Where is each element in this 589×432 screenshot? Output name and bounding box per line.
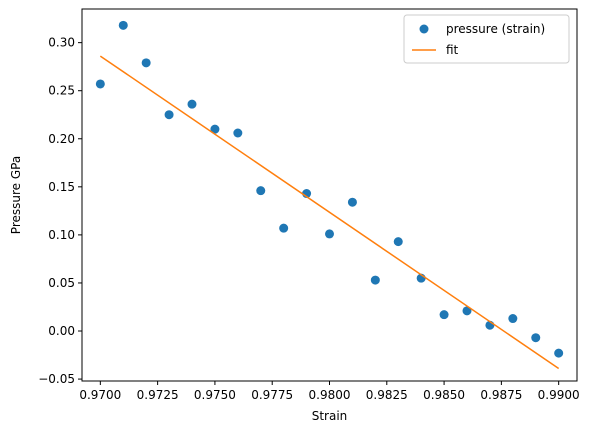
legend-marker-pressure xyxy=(419,24,429,34)
y-tick-label: 0.10 xyxy=(48,228,75,242)
data-point xyxy=(256,186,266,196)
legend-label-fit: fit xyxy=(446,43,459,57)
data-point xyxy=(95,79,105,89)
x-tick-label: 0.9725 xyxy=(137,388,179,402)
fit-line xyxy=(99,55,560,370)
data-point xyxy=(393,237,403,247)
y-tick-label: 0.05 xyxy=(48,276,75,290)
axis-ticks: 0.9700 0.9725 0.9750 0.9775 0.9800 0.9825 0.98… xyxy=(38,36,579,402)
x-tick-label: 0.9800 xyxy=(309,388,351,402)
x-tick-label: 0.9775 xyxy=(251,388,293,402)
data-point xyxy=(210,124,220,134)
y-tick-label: 0.20 xyxy=(48,132,75,146)
data-point xyxy=(439,310,449,320)
y-tick-label: −0.05 xyxy=(38,372,75,386)
x-tick-label: 0.9750 xyxy=(194,388,236,402)
legend-box xyxy=(403,14,570,64)
data-point xyxy=(347,197,357,207)
legend: pressure (strain) fit xyxy=(403,14,570,64)
x-tick-label: 0.9900 xyxy=(538,388,580,402)
data-point xyxy=(325,229,334,239)
y-axis-label: Pressure GPa xyxy=(9,156,23,234)
data-point xyxy=(279,223,289,233)
data-point xyxy=(164,110,174,120)
x-tick-label: 0.9850 xyxy=(423,388,465,402)
x-tick-label: 0.9700 xyxy=(79,388,121,402)
x-tick-label: 0.9875 xyxy=(480,388,522,402)
data-point xyxy=(462,306,472,316)
data-point xyxy=(531,333,541,343)
y-tick-label: 0.30 xyxy=(48,36,75,50)
x-axis-label: Strain xyxy=(312,409,348,423)
data-point xyxy=(233,128,243,138)
y-tick-label: 0.25 xyxy=(48,84,75,98)
data-point xyxy=(141,58,151,68)
legend-label-pressure: pressure (strain) xyxy=(446,22,545,36)
y-tick-label: 0.00 xyxy=(48,324,75,338)
y-tick-label: 0.15 xyxy=(48,180,75,194)
data-point xyxy=(187,99,197,109)
data-point xyxy=(118,20,128,30)
data-point xyxy=(554,348,564,358)
data-point xyxy=(370,275,380,285)
data-point xyxy=(508,314,518,324)
x-tick-label: 0.9825 xyxy=(366,388,408,402)
